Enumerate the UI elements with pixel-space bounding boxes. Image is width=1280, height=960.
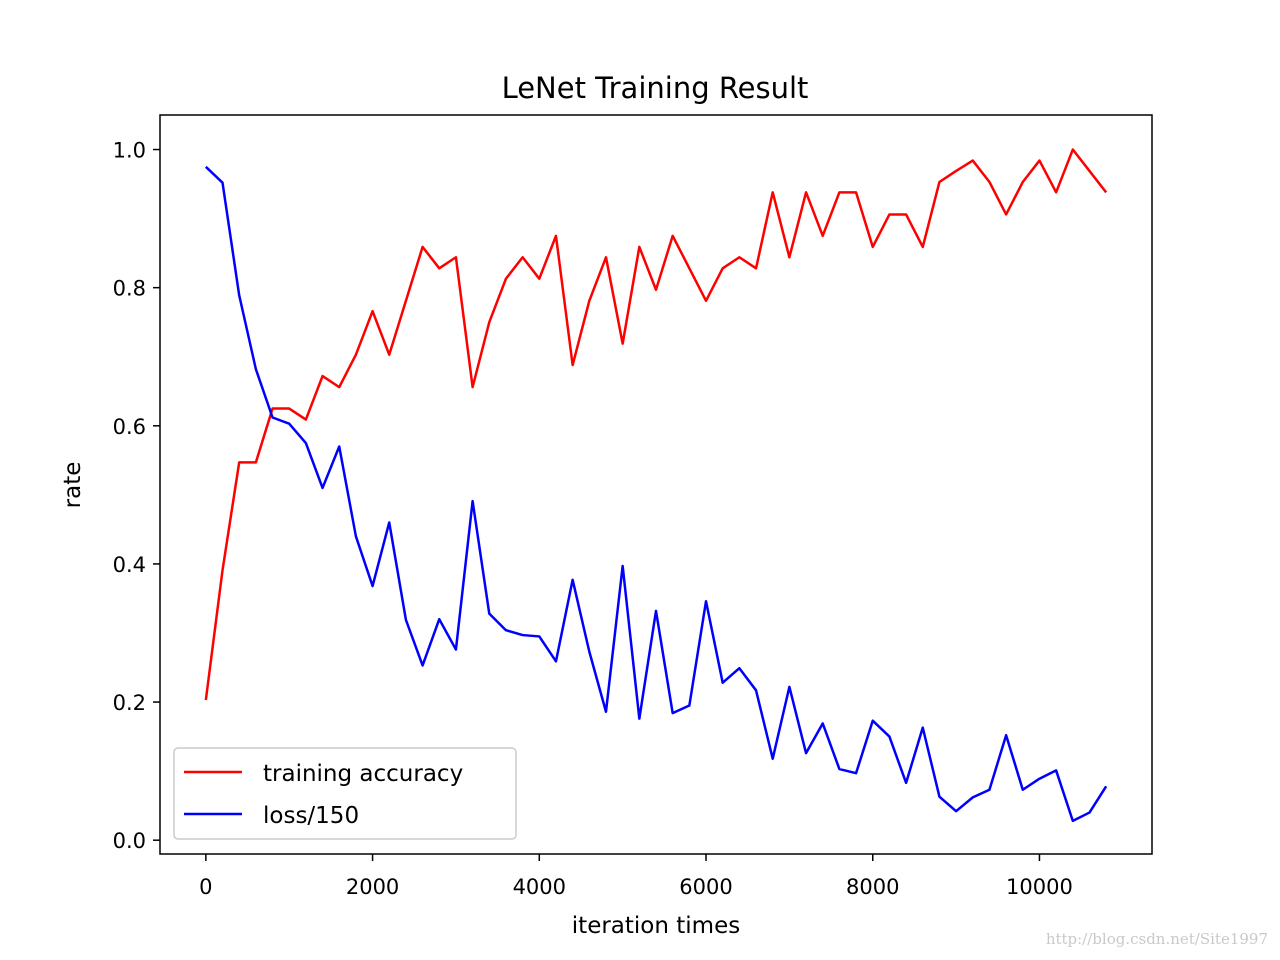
y-tick-label: 0.4 — [113, 553, 146, 577]
y-tick-label: 0.8 — [113, 277, 146, 301]
series-layer — [204, 148, 1108, 823]
series-line-training-accuracy — [204, 148, 1108, 701]
y-axis: 0.0 0.2 0.4 0.6 0.8 1.0 — [113, 139, 160, 853]
legend-box — [173, 747, 517, 840]
x-tick-label: 2000 — [346, 875, 399, 899]
legend-label-loss: loss/150 — [263, 803, 359, 829]
y-tick-label: 1.0 — [113, 139, 146, 163]
y-tick-label: 0.6 — [113, 415, 146, 439]
y-tick-label: 0.2 — [113, 691, 146, 715]
x-axis-title: iteration times — [572, 913, 740, 939]
x-tick-label: 10000 — [1006, 875, 1073, 899]
legend: training accuracy loss/150 — [173, 747, 517, 840]
x-tick-label: 8000 — [846, 875, 899, 899]
y-axis-title: rate — [60, 462, 86, 509]
y-tick-label: 0.0 — [113, 829, 146, 853]
x-tick-label: 4000 — [513, 875, 566, 899]
series-line-loss-150 — [204, 165, 1108, 823]
x-tick-label: 6000 — [679, 875, 732, 899]
x-tick-label: 0 — [199, 875, 212, 899]
legend-label-training-accuracy: training accuracy — [263, 761, 463, 787]
plot-frame — [159, 114, 1153, 855]
x-axis: 0 2000 4000 6000 8000 10000 — [199, 854, 1073, 899]
watermark: http://blog.csdn.net/Site1997 — [1045, 930, 1268, 948]
chart-title: LeNet Training Result — [502, 71, 809, 105]
